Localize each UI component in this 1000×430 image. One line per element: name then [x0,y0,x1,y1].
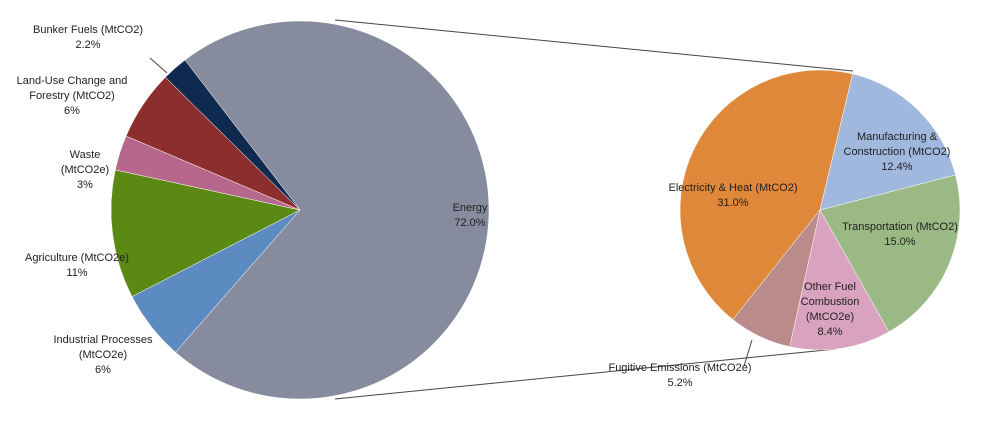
slice-label: Other Fuel Combustion (MtCO2e) 8.4% [795,280,865,340]
slice-name: Other Fuel Combustion (MtCO2e) [800,281,860,323]
slice-value-label: 6% [95,364,111,376]
pie-slice [732,209,821,347]
slice-name: Transportation (MtCO2) [842,221,958,233]
slice-label: Transportation (MtCO2) 15.0% [840,220,960,250]
slice-name: Waste (MtCO2e) [60,149,110,176]
slice-name: Bunker Fuels (MtCO2) [32,24,144,36]
slice-label: Agriculture (MtCO2e) 11% [17,251,137,281]
pie-slice [679,69,853,320]
slice-name: Energy [452,202,488,214]
slice-name: Manufacturing & Construction (MtCO2) [843,131,951,158]
pie-slice [175,20,490,400]
slice-label: Energy 72.0% [430,201,510,231]
pie-slice [819,73,956,211]
slice-label: Fugitive Emissions (MtCO2e) 5.2% [600,361,760,391]
slice-name: Electricity & Heat (MtCO2) [668,182,798,194]
slice-value-label: 6% [64,105,80,117]
slice-value-label: 5.2% [667,377,693,389]
connector-line [334,19,854,72]
slice-value-label: 15.0% [884,236,916,248]
slice-name: Fugitive Emissions (MtCO2e) [608,362,752,374]
slice-label: Land-Use Change and Forestry (MtCO2) 6% [15,74,130,119]
slice-value-label: 72.0% [454,217,486,229]
slice-label: Manufacturing & Construction (MtCO2) 12.4… [842,130,952,175]
slice-label: Bunker Fuels (MtCO2) 2.2% [18,23,158,53]
pie-slice [165,59,301,211]
pie-slice [819,174,961,333]
slice-label: Industrial Processes (MtCO2e) 6% [48,333,158,378]
slice-value-label: 11% [66,267,88,279]
slice-name: Land-Use Change and Forestry (MtCO2) [16,75,128,102]
slice-name: Agriculture (MtCO2e) [25,252,129,264]
slice-value-label: 12.4% [881,161,913,173]
slice-value-label: 31.0% [717,197,749,209]
pie-slice [789,209,890,351]
slice-value-label: 3% [77,179,93,191]
slice-value-label: 2.2% [75,39,101,51]
connector-line [334,348,837,400]
leader-line [743,339,753,367]
slice-name: Industrial Processes (MtCO2e) [53,334,153,361]
slice-value-label: 8.4% [817,326,843,338]
slice-label: Electricity & Heat (MtCO2) 31.0% [668,181,798,211]
pie-slice [110,169,301,297]
leader-line [149,57,168,74]
slice-label: Waste (MtCO2e) 3% [45,148,125,193]
